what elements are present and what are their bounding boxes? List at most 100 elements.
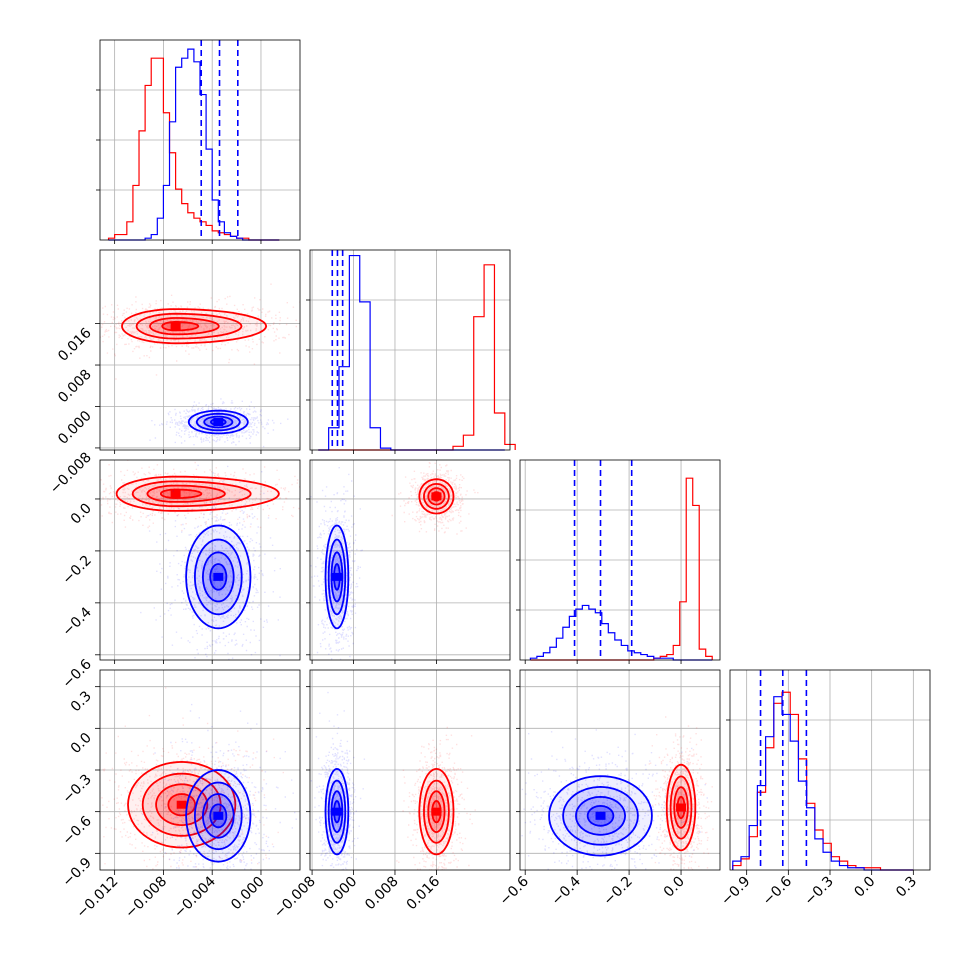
y-tick-label: 0.008	[55, 367, 95, 407]
panel-content	[100, 283, 300, 448]
x-tick-label: 0.008	[362, 874, 402, 914]
contour-line	[324, 524, 350, 630]
scatter-points	[396, 726, 476, 870]
contour-line	[193, 538, 243, 616]
density-core	[676, 803, 687, 812]
contour-line	[146, 484, 226, 503]
x-tick-label: −0.2	[601, 874, 636, 909]
y-tick-label: −0.9	[59, 855, 94, 890]
red-histogram	[318, 264, 516, 451]
contour-line	[201, 551, 235, 603]
x-tick-label: 0.3	[893, 874, 920, 901]
panel-frame	[99, 459, 301, 661]
y-tick-label: −0.6	[59, 813, 94, 848]
blue-histogram	[318, 254, 505, 451]
contour-line	[665, 763, 697, 852]
contour-line	[121, 308, 268, 345]
panel-frame	[99, 39, 301, 241]
scatter-points	[520, 729, 708, 870]
x-tick-label: −0.6	[497, 873, 532, 908]
density-core	[213, 418, 224, 427]
panel-content	[310, 691, 476, 870]
contour-line	[201, 793, 235, 839]
contour-line	[330, 551, 344, 603]
density-core	[431, 492, 442, 501]
contour-line	[327, 779, 347, 844]
x-tick-label: 0.000	[321, 874, 361, 914]
contour-line	[115, 475, 280, 512]
contour-line	[209, 803, 228, 829]
contour-line	[423, 779, 450, 844]
density-core	[331, 807, 342, 816]
contour-line	[575, 795, 627, 836]
scatter-panel-3-2	[519, 669, 721, 871]
scatter-panel-1-0	[99, 249, 301, 451]
contour-line	[548, 775, 653, 857]
contour-line	[427, 487, 446, 506]
density-core	[331, 572, 342, 581]
panel-content	[520, 716, 714, 870]
x-tick-label: 0.0	[661, 874, 688, 901]
contour-line	[187, 409, 249, 435]
panel-frame	[99, 249, 301, 451]
scatter-points	[100, 687, 284, 870]
density-core	[213, 572, 224, 581]
y-tick-label: 0.0	[68, 500, 95, 527]
contour-line	[193, 781, 243, 851]
contour-line	[586, 804, 615, 827]
density-core	[595, 811, 606, 820]
x-tick-label: 0.000	[228, 874, 268, 914]
contour-line	[185, 769, 252, 863]
panel-frame	[309, 249, 511, 451]
panel-frame	[309, 459, 511, 661]
y-tick-label: −0.2	[59, 552, 94, 587]
x-tick-label: −0.008	[271, 874, 319, 922]
x-tick-label: −0.004	[171, 873, 219, 921]
contour-line	[562, 785, 639, 846]
contour-line	[669, 775, 693, 840]
y-tick-label: 0.016	[55, 325, 95, 365]
scatter-panel-3-0	[99, 669, 301, 871]
panel-frame	[519, 459, 721, 661]
contour-line	[203, 415, 234, 429]
histogram-panel-3	[726, 669, 931, 871]
y-tick-label: −0.4	[59, 604, 94, 639]
panel-content	[100, 460, 300, 660]
contour-line	[418, 478, 455, 515]
panel-content	[100, 687, 297, 870]
blue-histogram	[108, 48, 280, 241]
contour-line	[127, 760, 237, 849]
scatter-points	[648, 716, 714, 870]
contour-line	[427, 790, 446, 834]
y-tick-label: −0.008	[47, 449, 95, 497]
x-tick-label: −0.6	[760, 873, 795, 908]
y-tick-label: −0.3	[59, 772, 94, 807]
histogram-panel-1	[306, 249, 516, 451]
contour-line	[135, 312, 243, 340]
panel-content	[310, 462, 479, 660]
blue-histogram	[529, 604, 713, 661]
y-tick-label: 0.000	[55, 408, 95, 448]
contour-line	[149, 317, 220, 336]
x-tick-label: 0.016	[404, 873, 444, 913]
scatter-points	[100, 460, 300, 532]
y-tick-label: 0.0	[68, 730, 95, 757]
histogram-panel-2	[516, 459, 721, 661]
y-tick-label: 0.3	[68, 688, 95, 715]
contour-line	[673, 786, 689, 829]
contour-line	[195, 412, 241, 432]
histogram-panel-0	[96, 39, 301, 241]
red-histogram	[530, 477, 713, 661]
density-fill	[116, 476, 279, 511]
x-tick-label: −0.008	[122, 874, 170, 922]
density-core	[213, 811, 224, 820]
contour-line	[324, 767, 350, 856]
x-tick-label: −0.3	[801, 874, 836, 909]
density-core	[176, 800, 187, 809]
scatter-points	[142, 703, 297, 870]
contour-line	[167, 793, 196, 817]
contour-line	[330, 790, 344, 834]
density-core	[431, 807, 442, 816]
red-histogram	[107, 57, 280, 241]
